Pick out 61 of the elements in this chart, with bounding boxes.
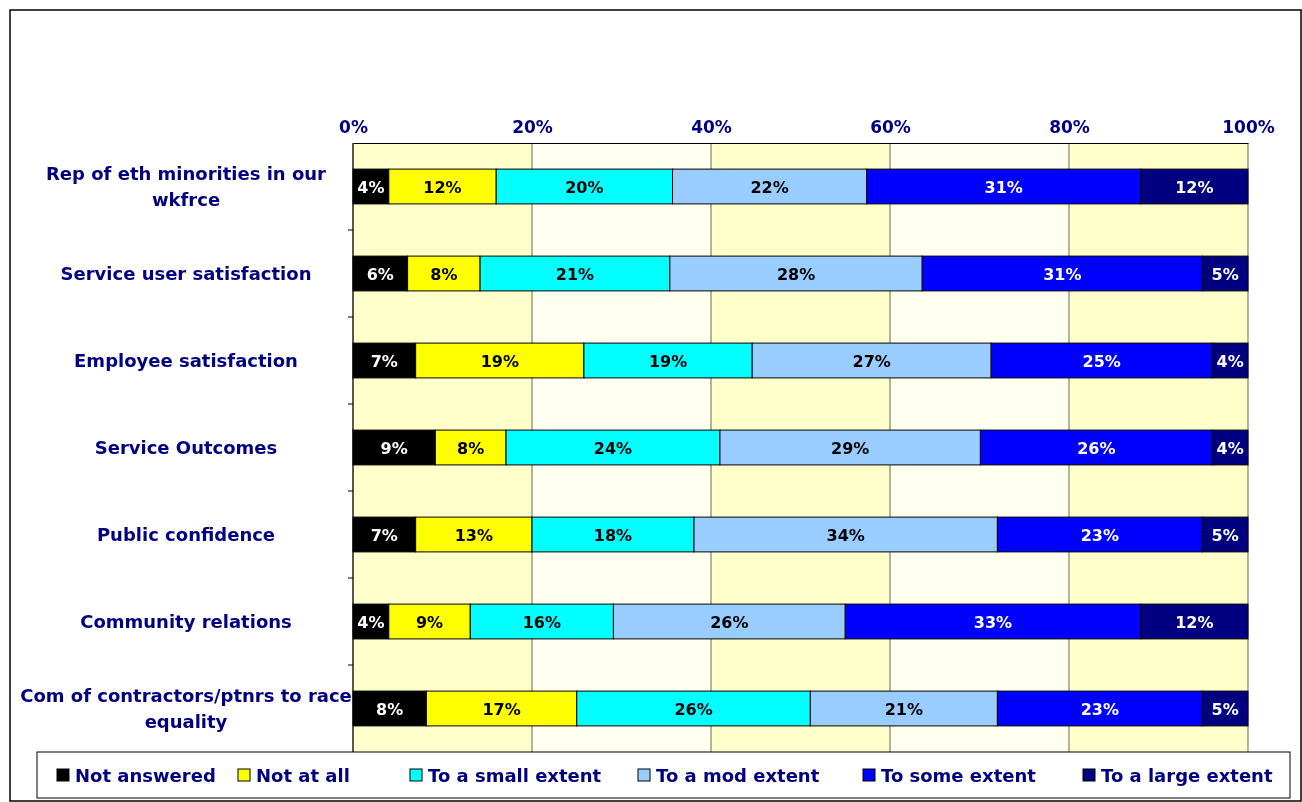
data-label: 31%: [1043, 264, 1082, 284]
data-label: 19%: [480, 351, 519, 371]
data-label: 21%: [555, 264, 595, 284]
data-label: 5%: [1211, 525, 1239, 545]
y-tick-label: Employee satisfaction: [74, 349, 298, 371]
data-label: 27%: [852, 351, 891, 371]
data-label: 4%: [357, 612, 385, 632]
data-label: 4%: [357, 177, 385, 197]
data-label: 17%: [482, 699, 521, 719]
data-label: 8%: [457, 438, 485, 458]
data-label: 24%: [593, 438, 633, 458]
legend-label: To a small extent: [428, 765, 602, 786]
y-tick-label: Rep of eth minorities in our wkfrce: [45, 162, 327, 210]
data-label: 29%: [831, 438, 870, 458]
y-tick-label: Community relations: [80, 610, 292, 632]
data-label: 13%: [454, 525, 493, 545]
data-label: 26%: [674, 699, 713, 719]
x-tick-label: 20%: [512, 117, 553, 137]
legend-label: Not at all: [256, 765, 350, 786]
data-label: 6%: [366, 264, 394, 284]
legend-label: To a mod extent: [656, 765, 820, 786]
y-tick-label: Service user satisfaction: [60, 262, 312, 284]
data-label: 26%: [710, 612, 749, 632]
legend-label: Not answered: [75, 765, 216, 786]
data-label: 16%: [522, 612, 561, 632]
data-label: 23%: [1080, 699, 1120, 719]
data-label: 12%: [1175, 612, 1214, 632]
data-label: 12%: [423, 177, 462, 197]
data-label: 9%: [380, 438, 408, 458]
y-tick-label: Public confidence: [96, 523, 276, 545]
data-label: 20%: [565, 177, 604, 197]
data-label: 5%: [1211, 264, 1239, 284]
data-label: 22%: [750, 177, 789, 197]
y-tick-label: Com of contractors/ptnrs to race equality: [20, 684, 352, 732]
data-label: 26%: [1077, 438, 1116, 458]
x-tick-label: 100%: [1222, 117, 1275, 137]
data-label: 8%: [430, 264, 458, 284]
legend-label: To some extent: [881, 765, 1037, 786]
x-tick-label: 80%: [1049, 117, 1090, 137]
data-label: 31%: [984, 177, 1023, 197]
x-tick-label: 60%: [870, 117, 911, 137]
data-label: 5%: [1211, 699, 1239, 719]
data-label: 34%: [826, 525, 865, 545]
data-label: 18%: [593, 525, 633, 545]
data-label: 12%: [1175, 177, 1214, 197]
data-label: 28%: [776, 264, 816, 284]
x-tick-label: 0%: [339, 117, 368, 137]
legend-label: To a large extent: [1101, 765, 1273, 786]
data-label: 7%: [370, 525, 398, 545]
data-label: 19%: [648, 351, 688, 371]
data-label: 33%: [973, 612, 1013, 632]
data-label: 9%: [415, 612, 444, 632]
data-label: 25%: [1082, 351, 1121, 371]
data-label: 8%: [376, 699, 404, 719]
y-tick-label: Service Outcomes: [94, 436, 278, 458]
data-label: 4%: [1216, 351, 1244, 371]
data-label: 23%: [1080, 525, 1120, 545]
data-label: 7%: [370, 351, 398, 371]
x-tick-label: 40%: [691, 117, 732, 137]
data-label: 4%: [1216, 438, 1244, 458]
data-label: 21%: [884, 699, 924, 719]
